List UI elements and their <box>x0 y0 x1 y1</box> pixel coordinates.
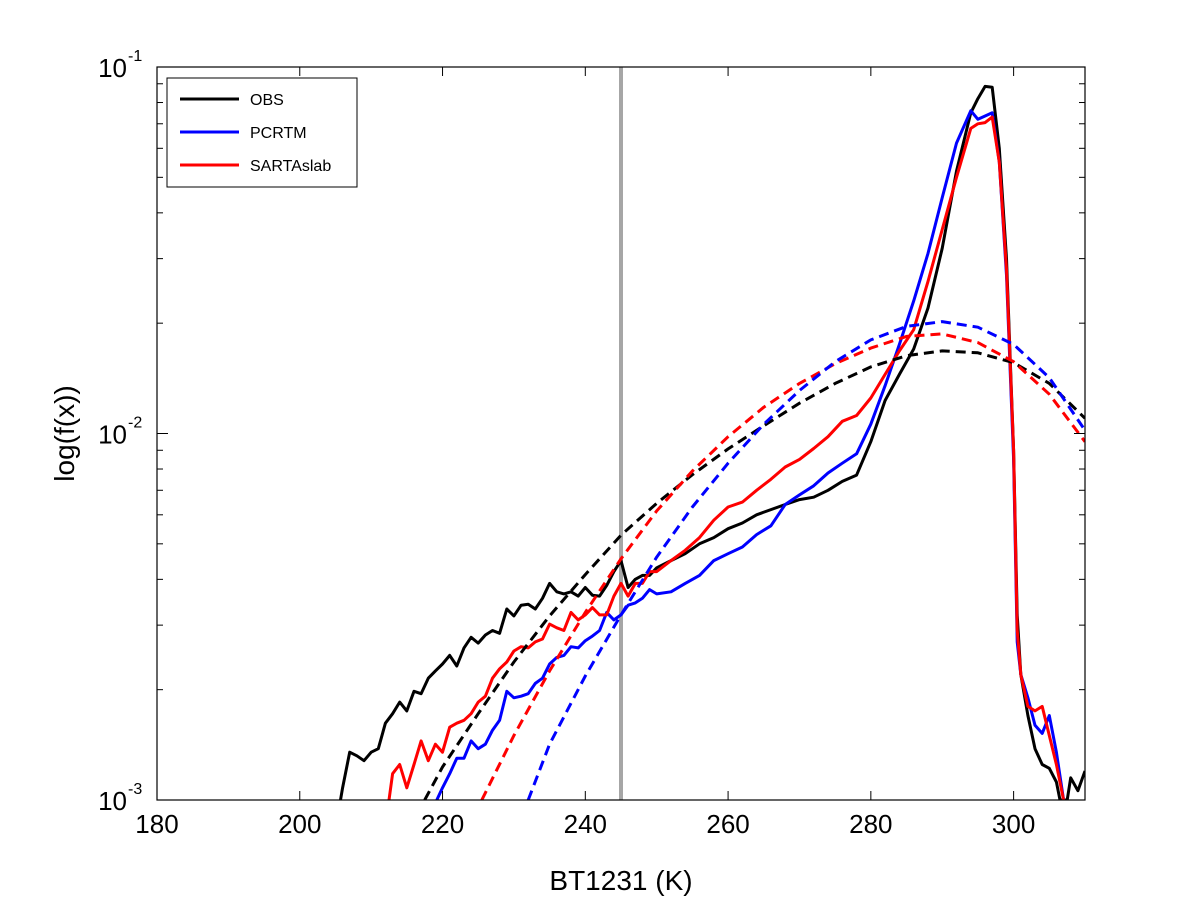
x-tick-label: 300 <box>992 809 1035 839</box>
x-tick-label: 220 <box>421 809 464 839</box>
x-tick-label: 260 <box>706 809 749 839</box>
y-tick-label: 10 <box>98 786 127 816</box>
x-tick-label: 200 <box>278 809 321 839</box>
x-axis-label: BT1231 (K) <box>549 865 692 896</box>
x-tick-label: 280 <box>849 809 892 839</box>
x-tick-label: 240 <box>564 809 607 839</box>
legend-label-sartaslab: SARTAslab <box>250 158 331 175</box>
series-line-sartaslab <box>387 115 1066 800</box>
legend-label-pcrtm: PCRTM <box>250 125 307 142</box>
series-group <box>339 67 1085 800</box>
y-tick-label: 10 <box>98 420 127 450</box>
y-tick-label: 10 <box>98 53 127 83</box>
x-tick-label: 180 <box>135 809 178 839</box>
series-line-obs <box>339 84 1085 800</box>
fit-curve-3 <box>423 349 1085 800</box>
y-tick-exponent: -1 <box>128 48 142 65</box>
series-line-pcrtm <box>435 109 1066 800</box>
fit-curve-4 <box>480 332 1085 800</box>
y-axis-label: log(f(x)) <box>49 385 80 481</box>
fit-curve-5 <box>526 320 1085 800</box>
y-tick-exponent: -2 <box>128 415 142 432</box>
legend-label-obs: OBS <box>250 92 284 109</box>
legend: OBS PCRTM SARTAslab <box>166 77 358 188</box>
y-tick-exponent: -3 <box>128 781 142 798</box>
